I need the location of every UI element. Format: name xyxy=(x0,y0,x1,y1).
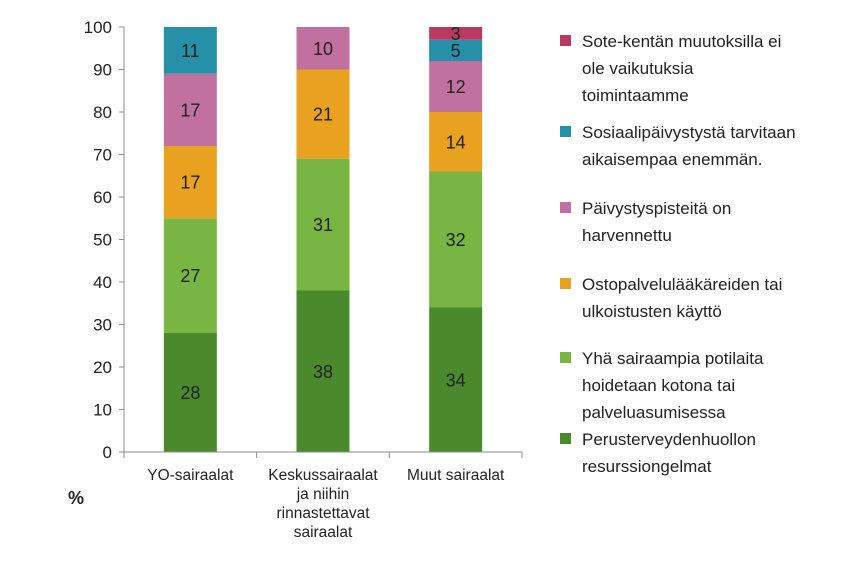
x-category-label: Keskussairaalat ja niihin rinnastettavat sa… xyxy=(253,466,393,542)
data-label: 17 xyxy=(180,100,200,120)
legend-label-line: aikaisempaa enemmän. xyxy=(582,150,763,169)
x-category-label-line: sairaalat xyxy=(293,524,353,541)
y-tick-label: 80 xyxy=(93,103,112,122)
legend-label-line: hoidetaan kotona tai xyxy=(582,376,736,395)
legend-swatch xyxy=(560,433,571,444)
bar-segment xyxy=(429,39,483,61)
legend-swatch xyxy=(560,352,571,363)
y-tick-label: 90 xyxy=(93,61,112,80)
legend-label-line: palveluasumisessa xyxy=(582,403,726,422)
y-tick-label: 50 xyxy=(93,231,112,250)
data-label: 10 xyxy=(313,39,333,59)
bar-segment xyxy=(429,171,483,308)
bar-segment xyxy=(163,27,217,74)
bar-segment xyxy=(429,112,483,172)
bar-segment xyxy=(429,307,483,452)
legend-label-line: ulkoistusten käyttö xyxy=(582,302,722,321)
bar-segment xyxy=(429,27,483,40)
data-label: 34 xyxy=(446,370,466,390)
data-label: 5 xyxy=(451,41,461,61)
legend-label-line: Päivystyspisteitä on xyxy=(582,199,732,218)
legend-swatch xyxy=(560,202,571,213)
bar-segment xyxy=(163,333,217,452)
data-label: 32 xyxy=(446,230,466,250)
legend-label-line: Yhä sairaampia potilaita xyxy=(582,349,764,368)
data-label: 27 xyxy=(180,266,200,286)
legend-item: Ostopalvelulääkäreiden tai ulkoistusten k… xyxy=(560,271,845,325)
y-tick-label: 70 xyxy=(93,146,112,165)
data-label: 31 xyxy=(313,215,333,235)
data-label: 14 xyxy=(446,132,466,152)
legend-label-line: Sosiaalipäivystystä tarvitaan xyxy=(582,123,796,142)
legend-label-line: Ostopalvelulääkäreiden tai xyxy=(582,275,783,294)
y-tick-label: 20 xyxy=(93,358,112,377)
x-category-label-line: Keskussairaalat xyxy=(268,467,378,484)
bar-segment xyxy=(296,69,350,159)
y-tick-label: 100 xyxy=(84,18,112,37)
legend-label-line: Perusterveydenhuollon xyxy=(582,430,756,449)
legend-item: Sosiaalipäivystystä tarvitaan aikaisempaa… xyxy=(560,119,845,173)
legend-item: Perusterveydenhuollon resurssiongelmat xyxy=(560,426,845,480)
x-category-label: YO-sairaalat xyxy=(120,466,260,485)
legend-label-line: Sote-kentän muutoksilla ei xyxy=(582,32,782,51)
bar-segment xyxy=(163,218,217,333)
y-tick-label: 30 xyxy=(93,316,112,335)
bar-segment xyxy=(296,27,350,70)
data-label: 17 xyxy=(180,173,200,193)
x-category-label-line: YO-sairaalat xyxy=(147,467,234,484)
y-tick-label: 40 xyxy=(93,273,112,292)
legend: Sote-kentän muutoksilla ei ole vaikutuksi… xyxy=(560,28,845,480)
y-tick-label: 10 xyxy=(93,401,112,420)
legend-label-line: ole vaikutuksia xyxy=(582,59,694,78)
legend-label-line: harvennettu xyxy=(582,226,672,245)
legend-item: Päivystyspisteitä on harvennettu xyxy=(560,195,845,249)
legend-item: Yhä sairaampia potilaita hoidetaan kotona… xyxy=(560,345,845,426)
legend-swatch xyxy=(560,278,571,289)
data-label: 3 xyxy=(451,24,461,44)
y-tick-label: 0 xyxy=(103,443,112,462)
data-label: 28 xyxy=(180,383,200,403)
bar-segment xyxy=(429,61,483,112)
x-category-label-line: ja niihin xyxy=(296,486,350,503)
legend-item: Sote-kentän muutoksilla ei ole vaikutuksi… xyxy=(560,28,845,109)
legend-swatch xyxy=(560,126,571,137)
x-category-label: Muut sairaalat xyxy=(386,466,526,485)
bar-segment xyxy=(163,146,217,219)
data-label: 21 xyxy=(313,105,333,125)
legend-label-line: resurssiongelmat xyxy=(582,457,712,476)
x-category-label-line: rinnastettavat xyxy=(276,505,370,522)
bar-segment xyxy=(163,73,217,146)
y-axis-unit-label: % xyxy=(68,488,85,508)
legend-label-line: toimintaamme xyxy=(582,86,689,105)
bar-segment xyxy=(296,158,350,291)
bar-segment xyxy=(296,290,350,452)
data-label: 38 xyxy=(313,362,333,382)
data-label: 11 xyxy=(181,41,200,61)
x-category-label-line: Muut sairaalat xyxy=(406,467,505,484)
legend-swatch xyxy=(560,35,571,46)
y-tick-label: 60 xyxy=(93,188,112,207)
data-label: 12 xyxy=(446,77,466,97)
